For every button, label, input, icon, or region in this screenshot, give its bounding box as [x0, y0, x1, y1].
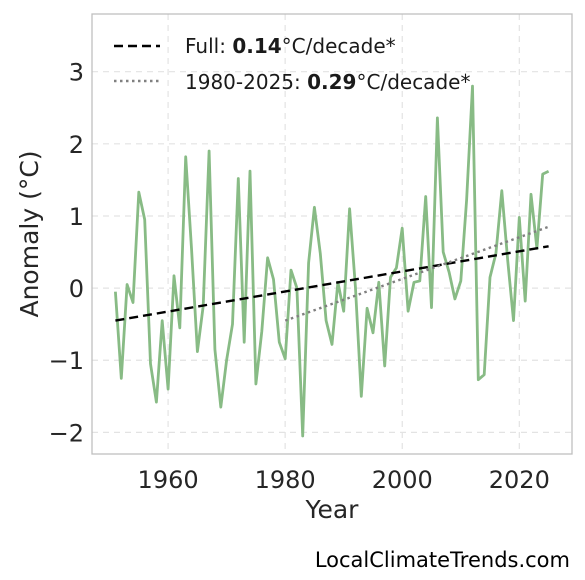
legend-full-value: 0.14: [232, 34, 281, 58]
legend: Full: 0.14°C/decade* 1980-2025: 0.29°C/d…: [114, 34, 470, 94]
y-tick-label: −2: [49, 419, 84, 447]
y-tick-label: 1: [69, 203, 84, 231]
y-tick-label: 2: [69, 131, 84, 159]
y-tick-label: 0: [69, 275, 84, 303]
legend-recent-colon: :: [294, 70, 307, 94]
y-axis-title: Anomaly (°C): [15, 150, 44, 317]
legend-recent-name: 1980-2025: [185, 70, 294, 94]
recent-trend-line: [284, 225, 550, 322]
x-tick-label: 1960: [138, 466, 199, 494]
legend-full-label: Full: 0.14°C/decade*: [185, 34, 396, 58]
legend-recent-label: 1980-2025: 0.29°C/decade*: [185, 70, 470, 94]
legend-recent-value: 0.29: [307, 70, 356, 94]
x-tick-label: 1980: [255, 466, 316, 494]
legend-full-colon: :: [219, 34, 232, 58]
x-tick-labels: 1960 1980 2000 2020: [138, 466, 550, 494]
plot-frame: [91, 13, 573, 455]
y-tick-label: −1: [49, 347, 84, 375]
legend-recent-unit: °C/decade*: [356, 70, 470, 94]
y-tick-label: 3: [69, 59, 84, 87]
site-credit: LocalClimateTrends.com: [314, 548, 570, 572]
x-tick-label: 2020: [489, 466, 550, 494]
legend-full-unit: °C/decade*: [282, 34, 396, 58]
legend-full-name: Full: [185, 34, 219, 58]
y-tick-labels: −2 −1 0 1 2 3: [49, 59, 84, 448]
series-group: [114, 84, 550, 438]
x-tick-label: 2000: [372, 466, 433, 494]
full-trend-line: [115, 245, 549, 322]
x-axis-title: Year: [305, 495, 360, 524]
anomaly-series-line: [114, 84, 550, 438]
